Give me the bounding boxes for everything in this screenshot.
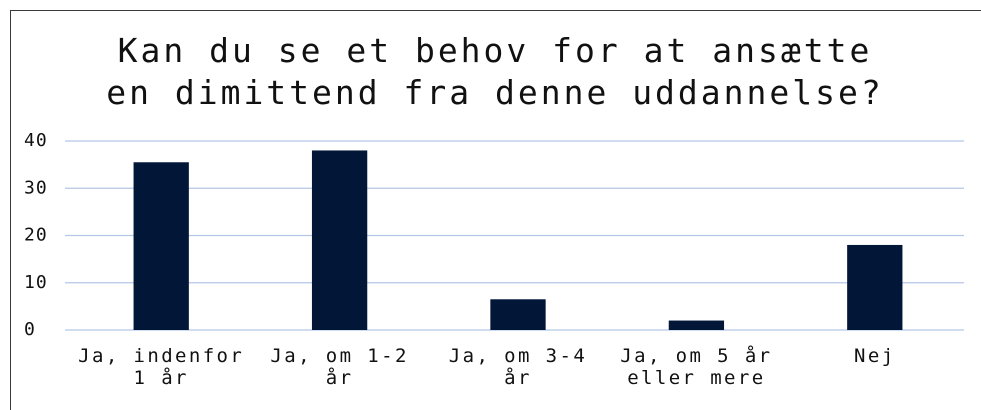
chart-title: Kan du se et behov for at ansætte en dim…	[106, 31, 884, 112]
bar	[847, 244, 903, 330]
x-tick-label: Nej	[854, 345, 896, 367]
x-tick-label: Ja, om 3-4 år	[448, 345, 588, 389]
x-tick-label: Ja, om 1-2 år	[270, 345, 409, 389]
x-tick-label: Ja, indenfor 1 år	[78, 345, 245, 389]
y-tick-label: 20	[24, 225, 48, 246]
bar	[668, 320, 725, 330]
bar	[490, 299, 546, 330]
y-tick-label: 10	[24, 272, 48, 293]
x-tick-label: Ja, om 5 år eller mere	[620, 345, 773, 389]
chart-frame	[10, 10, 981, 410]
y-tick-label: 40	[24, 130, 48, 151]
bar	[311, 150, 368, 330]
y-tick-label: 0	[24, 319, 36, 340]
y-tick-label: 30	[24, 177, 48, 198]
bar	[133, 162, 189, 330]
